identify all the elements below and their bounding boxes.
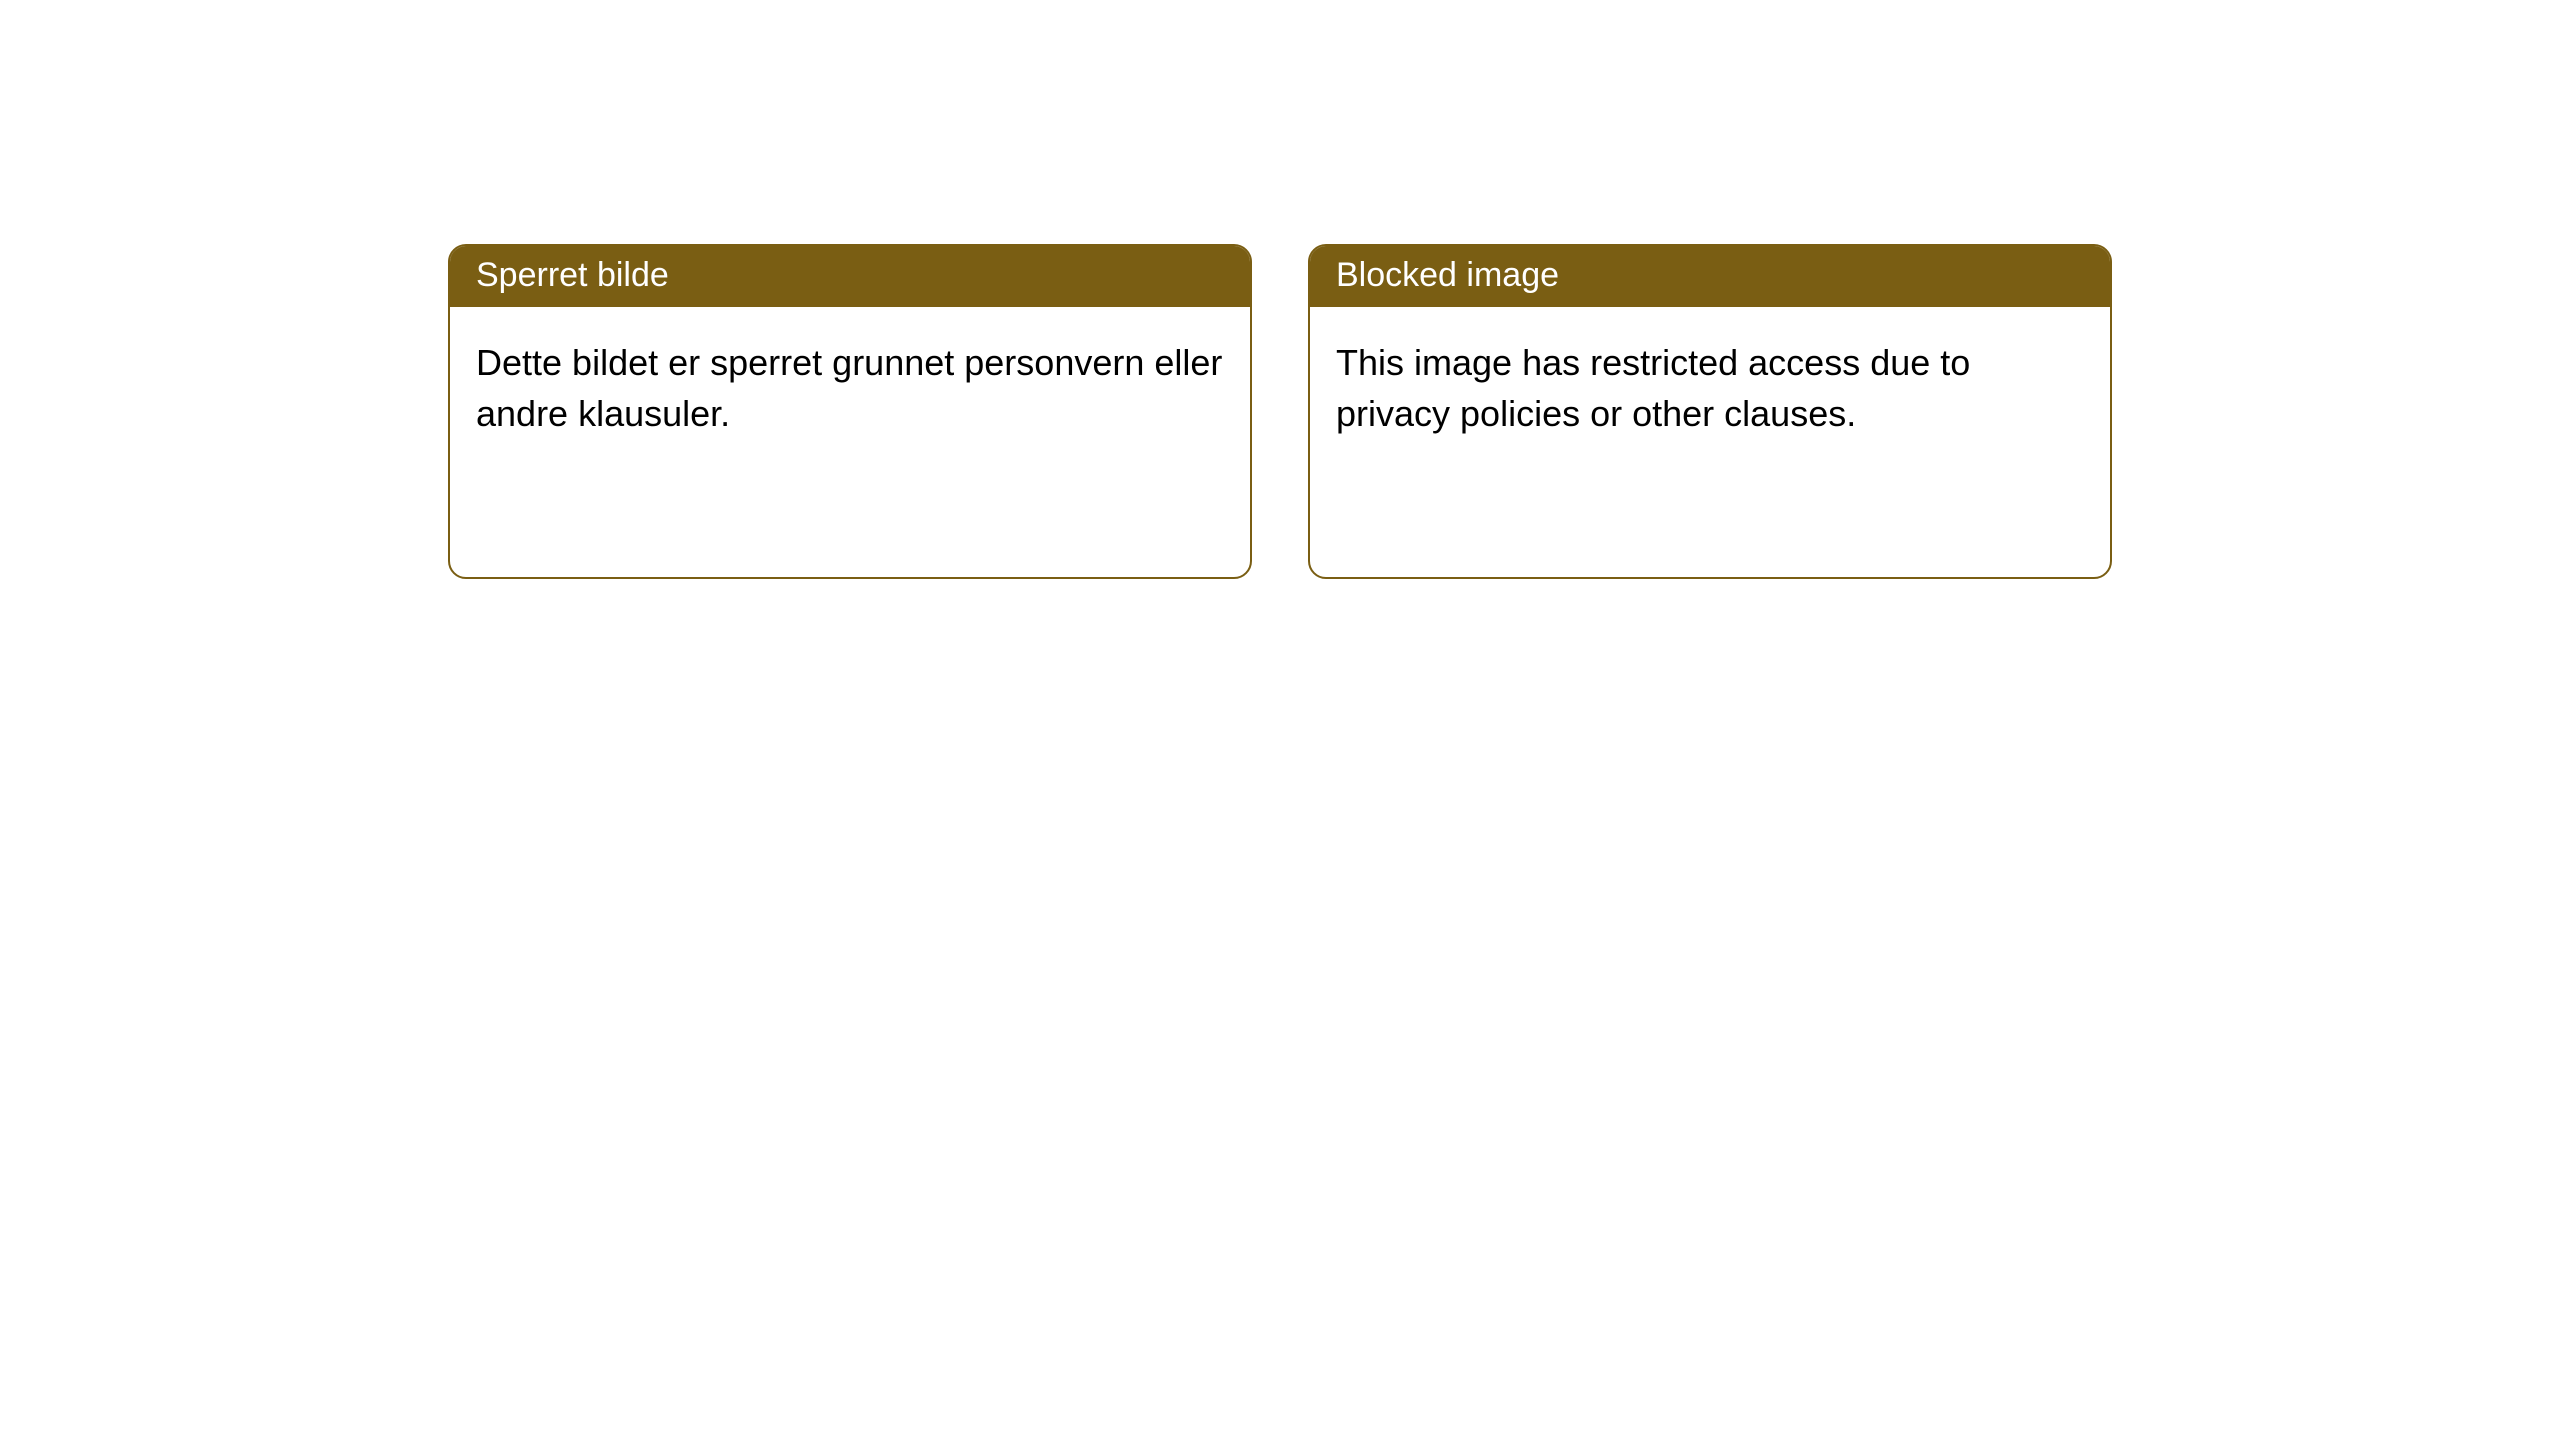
notice-card-english: Blocked image This image has restricted … — [1308, 244, 2112, 579]
notice-body: This image has restricted access due to … — [1310, 307, 2110, 577]
notice-title: Blocked image — [1310, 246, 2110, 307]
notice-title: Sperret bilde — [450, 246, 1250, 307]
notice-container: Sperret bilde Dette bildet er sperret gr… — [0, 0, 2560, 579]
notice-body: Dette bildet er sperret grunnet personve… — [450, 307, 1250, 577]
notice-card-norwegian: Sperret bilde Dette bildet er sperret gr… — [448, 244, 1252, 579]
